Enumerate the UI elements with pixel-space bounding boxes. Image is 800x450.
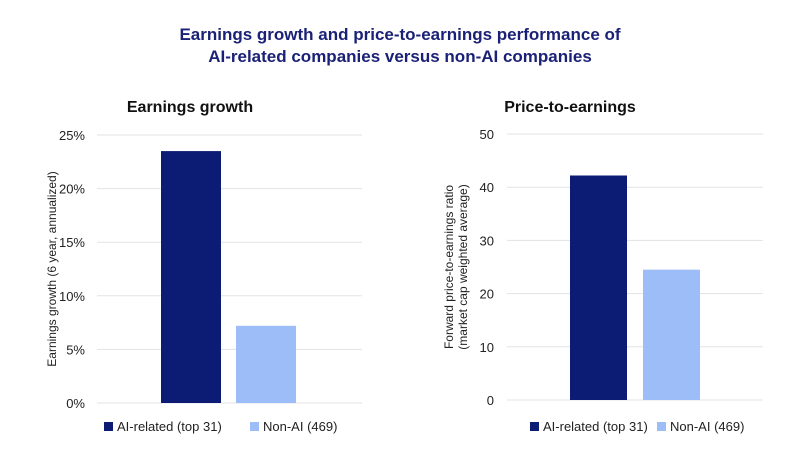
subplot-title: Earnings growth: [127, 99, 253, 116]
legend-swatch: [250, 422, 259, 431]
chart-title-line-1: Earnings growth and price-to-earnings pe…: [179, 25, 621, 44]
bar-ai-related: [161, 151, 221, 403]
y-tick-label: 20: [480, 287, 494, 302]
y-tick-label: 15%: [59, 235, 85, 250]
legend-label: AI-related (top 31): [117, 419, 222, 434]
y-tick-label: 0: [487, 393, 494, 408]
y-axis-label: Earnings growth (6 year, annualized): [45, 171, 59, 366]
legend-label: Non-AI (469): [263, 419, 337, 434]
y-tick-label: 10%: [59, 289, 85, 304]
bar-ai-related: [570, 175, 627, 400]
chart-title-line-2: AI-related companies versus non-AI compa…: [208, 47, 592, 66]
legend-swatch: [530, 422, 539, 431]
y-tick-label: 30: [480, 233, 494, 248]
bar-non-ai: [643, 269, 700, 400]
legend-swatch: [104, 422, 113, 431]
y-axis-label: (market cap weighted average): [456, 184, 470, 349]
y-tick-label: 50: [480, 127, 494, 142]
subplot-title: Price-to-earnings: [504, 99, 636, 116]
y-tick-label: 20%: [59, 182, 85, 197]
y-tick-label: 5%: [66, 342, 85, 357]
y-tick-label: 40: [480, 180, 494, 195]
y-tick-label: 25%: [59, 128, 85, 143]
legend-label: AI-related (top 31): [543, 419, 648, 434]
legend-swatch: [657, 422, 666, 431]
y-tick-label: 0%: [66, 396, 85, 411]
y-axis-label: Forward price-to-earnings ratio: [442, 185, 456, 349]
y-tick-label: 10: [480, 340, 494, 355]
bar-non-ai: [236, 325, 296, 403]
chart-title: Earnings growth and price-to-earnings pe…: [0, 24, 800, 68]
legend-label: Non-AI (469): [670, 419, 744, 434]
